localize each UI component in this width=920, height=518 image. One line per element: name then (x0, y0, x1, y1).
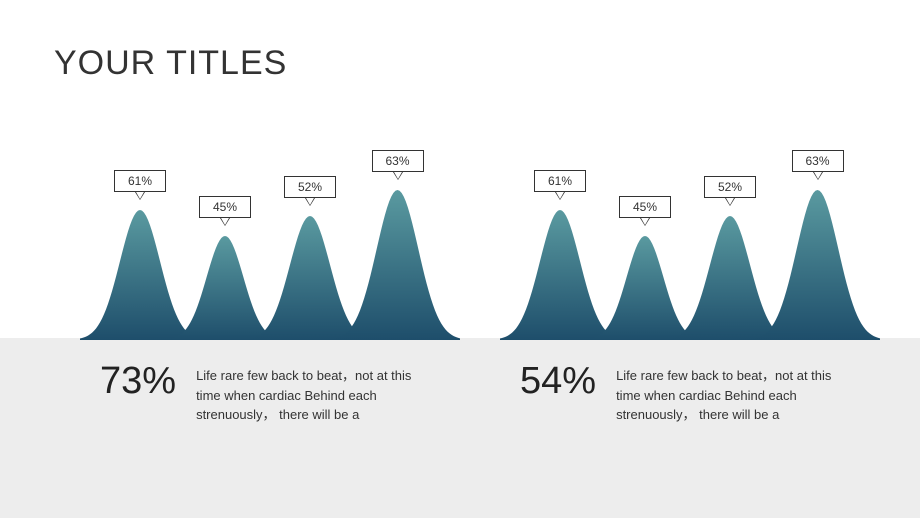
callout-label: 52% (284, 176, 336, 198)
stat-desc-right: Life rare few back to beat，not at this t… (616, 362, 856, 425)
callout-label: 52% (704, 176, 756, 198)
callout-tail (555, 192, 565, 200)
callout-label: 45% (619, 196, 671, 218)
callout: 45% (199, 196, 251, 226)
hill (335, 190, 460, 340)
page-title: YOUR TITLES (54, 44, 287, 83)
callout-label: 63% (792, 150, 844, 172)
callout-tail (220, 218, 230, 226)
panel-left: 61% 45% (80, 150, 460, 340)
callout: 63% (792, 150, 844, 180)
hills-left: 61% 45% (80, 150, 460, 340)
stat-value-left: 73% (100, 362, 176, 400)
hill (755, 190, 880, 340)
callout-tail (393, 172, 403, 180)
panel-right: 61% 45% (500, 150, 880, 340)
callout: 61% (534, 170, 586, 200)
callout: 61% (114, 170, 166, 200)
stat-desc-left: Life rare few back to beat，not at this t… (196, 362, 436, 425)
callout-tail (135, 192, 145, 200)
stat-value-right: 54% (520, 362, 596, 400)
hills-right: 61% 45% (500, 150, 880, 340)
callout-tail (813, 172, 823, 180)
stat-row-right: 54% Life rare few back to beat，not at th… (520, 362, 856, 425)
callout-tail (725, 198, 735, 206)
callout-label: 61% (534, 170, 586, 192)
callout: 52% (704, 176, 756, 206)
callout: 45% (619, 196, 671, 226)
callout-tail (640, 218, 650, 226)
callout-label: 45% (199, 196, 251, 218)
callout: 63% (372, 150, 424, 180)
callout-tail (305, 198, 315, 206)
stat-row-left: 73% Life rare few back to beat，not at th… (100, 362, 436, 425)
callout-label: 63% (372, 150, 424, 172)
callout: 52% (284, 176, 336, 206)
callout-label: 61% (114, 170, 166, 192)
